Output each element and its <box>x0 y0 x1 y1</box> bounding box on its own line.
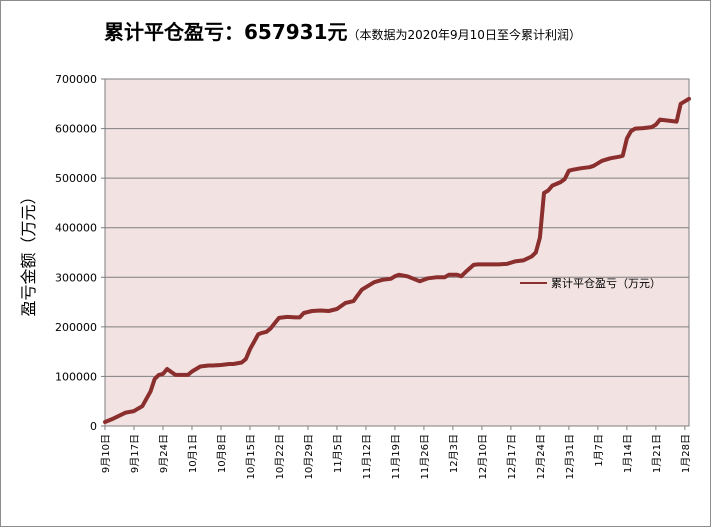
x-tick-label: 1月7日 <box>593 434 605 467</box>
x-tick-label: 12月24日 <box>535 434 547 479</box>
y-axis-label: 盈亏金额（万元） <box>19 188 38 316</box>
y-tick-label: 500000 <box>55 172 97 185</box>
x-tick-label: 1月28日 <box>680 434 692 473</box>
series-group <box>103 96 691 424</box>
y-tick-label: 0 <box>90 420 97 433</box>
chart-title-note: （本数据为2020年9月10日至今累计利润） <box>347 28 581 42</box>
y-tick-label: 400000 <box>55 222 97 235</box>
x-tick-label: 10月15日 <box>245 434 257 479</box>
chart-title: 累计平仓盈亏：657931元（本数据为2020年9月10日至今累计利润） <box>104 16 581 45</box>
x-tick-label: 1月21日 <box>651 434 663 473</box>
x-tick-label: 9月17日 <box>129 434 141 473</box>
x-tick-label: 11月26日 <box>419 434 431 479</box>
legend: 累计平仓盈亏（万元） <box>520 276 661 290</box>
x-tick-label: 12月17日 <box>506 434 518 479</box>
y-tick-label: 100000 <box>55 370 97 383</box>
y-tick-label: 700000 <box>55 73 97 86</box>
x-tick-label: 10月1日 <box>187 434 199 473</box>
x-tick-label: 12月10日 <box>477 434 489 479</box>
x-tick-label: 10月22日 <box>274 434 286 479</box>
y-tick-label: 200000 <box>55 321 97 334</box>
series-line <box>103 96 691 424</box>
x-tick-label: 11月19日 <box>390 434 402 479</box>
y-axis: 0 100000 200000 300000 400000 500000 600000 700… <box>55 73 105 433</box>
x-tick-label: 10月8日 <box>216 434 228 473</box>
x-tick-label: 10月29日 <box>303 434 315 479</box>
x-tick-label: 11月12日 <box>361 434 373 479</box>
y-tick-label: 600000 <box>55 123 97 136</box>
x-tick-label: 1月14日 <box>622 434 634 473</box>
x-tick-label: 12月3日 <box>448 434 460 473</box>
chart-title-main: 累计平仓盈亏：657931元 <box>104 20 348 44</box>
x-tick-label: 9月10日 <box>100 434 112 473</box>
y-tick-label: 300000 <box>55 271 97 284</box>
x-tick-label: 12月31日 <box>564 434 576 479</box>
plot-area <box>104 78 690 427</box>
x-tick-label: 11月5日 <box>332 434 344 473</box>
grid-lines <box>105 78 689 377</box>
legend-label: 累计平仓盈亏（万元） <box>551 276 661 290</box>
x-tick-label: 9月24日 <box>158 434 170 473</box>
x-axis: 9月10日 9月17日 9月24日 10月1日 10月8日 10月15日 10月22日 10月… <box>100 425 692 479</box>
